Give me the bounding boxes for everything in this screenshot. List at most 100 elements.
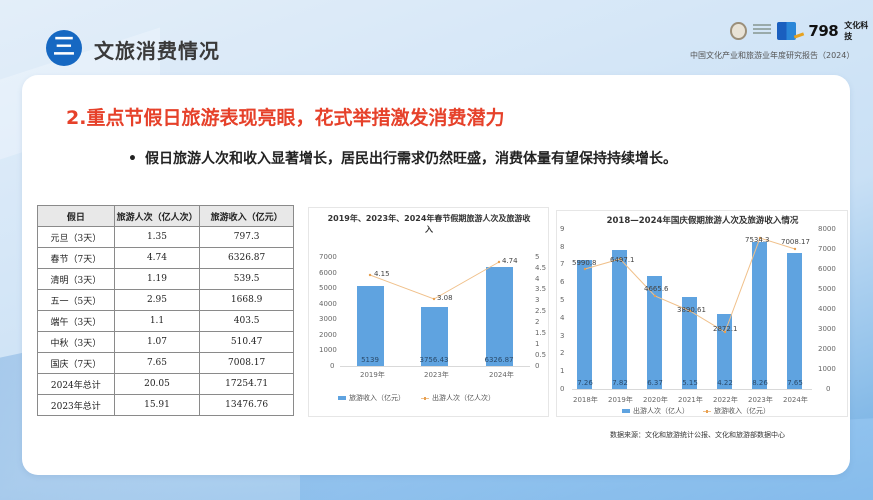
news-logo-icon bbox=[776, 22, 797, 40]
cell-revenue: 13476.76 bbox=[199, 394, 294, 416]
bar-value-label: 7.26 bbox=[577, 379, 593, 387]
bar-value-label: 3756.43 bbox=[419, 356, 449, 364]
y-axis-tick: 5000 bbox=[319, 284, 337, 292]
y-axis-tick: 2 bbox=[560, 349, 565, 357]
table-header-row: 假日 旅游人次（亿人次） 旅游收入（亿元） bbox=[37, 205, 294, 227]
y-axis-tick: 9 bbox=[560, 225, 565, 233]
x-axis-line bbox=[572, 389, 812, 390]
line-value-label: 7008.17 bbox=[781, 238, 810, 246]
x-axis-label: 2024年 bbox=[783, 396, 808, 404]
line-value-label: 4.74 bbox=[502, 257, 518, 265]
y-axis-tick: 2000 bbox=[319, 331, 337, 339]
section-number-badge: 三 bbox=[46, 30, 82, 66]
chart-title: 2018—2024年国庆假期旅游人次及旅游收入情况 bbox=[606, 216, 799, 226]
x-axis-label: 2019年 bbox=[608, 396, 633, 404]
bar-2023 bbox=[752, 242, 767, 389]
line-value-label: 5990.8 bbox=[572, 259, 597, 267]
bar-value-label: 7.82 bbox=[612, 379, 628, 387]
x-axis-label: 2023年 bbox=[748, 396, 773, 404]
bar-value-label: 6326.87 bbox=[484, 356, 514, 364]
legend-label: 旅游收入（亿元） bbox=[349, 394, 405, 402]
legend-label: 出游人次（亿人次） bbox=[432, 394, 495, 402]
table-row: 春节（7天） 4.74 6326.87 bbox=[37, 247, 294, 269]
y2-axis-tick: 4.5 bbox=[535, 264, 547, 272]
bar-2018 bbox=[577, 260, 592, 389]
y2-axis-tick: 4000 bbox=[818, 305, 836, 313]
y2-axis-tick: 8000 bbox=[818, 225, 836, 233]
partner-logos: 798 文化科技 bbox=[730, 20, 873, 42]
section-title: 2.重点节假日旅游表现亮眼，花式举措激发消费潜力 bbox=[66, 107, 505, 129]
y2-axis-tick: 6000 bbox=[818, 265, 836, 273]
bar-2019 bbox=[357, 286, 384, 366]
cell-holiday: 2023年总计 bbox=[37, 394, 115, 416]
line-value-label: 7534.3 bbox=[745, 236, 770, 244]
bar-value-label: 4.22 bbox=[717, 379, 733, 387]
bar-2020 bbox=[647, 276, 662, 389]
column-header: 假日 bbox=[37, 205, 115, 227]
y2-axis-tick: 1.5 bbox=[535, 329, 547, 337]
y2-axis-tick: 3000 bbox=[818, 325, 836, 333]
line-value-label: 4665.6 bbox=[644, 285, 669, 293]
bar-2021 bbox=[682, 297, 697, 389]
chart-title-line: 入 bbox=[425, 225, 433, 234]
bar-value-label: 7.65 bbox=[787, 379, 803, 387]
y2-axis-tick: 3.5 bbox=[535, 285, 547, 293]
bar-2022 bbox=[717, 314, 732, 389]
y-axis-tick: 4000 bbox=[319, 300, 337, 308]
y2-axis-tick: 5 bbox=[535, 253, 540, 261]
y2-axis-tick: 5000 bbox=[818, 285, 836, 293]
report-name: 中国文化产业和旅游业年度研究报告（2024） bbox=[690, 51, 855, 60]
page-title: 文旅消费情况 bbox=[94, 39, 220, 63]
legend-bar-swatch-icon bbox=[622, 409, 630, 413]
y-axis-tick: 3 bbox=[560, 332, 565, 340]
x-axis-label: 2024年 bbox=[489, 371, 514, 379]
y2-axis-tick: 1 bbox=[535, 340, 540, 348]
y2-axis-tick: 4 bbox=[535, 275, 540, 283]
line-value-label: 3890.61 bbox=[677, 306, 706, 314]
table-row: 元旦（3天） 1.35 797.3 bbox=[37, 226, 294, 248]
line-value-label: 4.15 bbox=[374, 270, 390, 278]
y-axis-tick: 0 bbox=[560, 385, 565, 393]
chart-title: 2019年、2023年、2024年春节假期旅游人次及旅游收 入 bbox=[318, 213, 540, 235]
y2-axis-tick: 7000 bbox=[818, 245, 836, 253]
y-axis-tick: 7 bbox=[560, 260, 565, 268]
x-axis-label: 2021年 bbox=[678, 396, 703, 404]
y-axis-tick: 5 bbox=[560, 296, 565, 304]
bar-2024 bbox=[486, 267, 513, 366]
legend-label: 旅游收入（亿元） bbox=[714, 407, 770, 415]
table-row: 2024年总计 20.05 17254.71 bbox=[37, 373, 294, 395]
bullet-point: • 假日旅游人次和收入显著增长，居民出行需求仍然旺盛，消费体量有望保持持续增长。 bbox=[128, 148, 677, 168]
line-value-label: 6497.1 bbox=[610, 256, 635, 264]
table-row: 2023年总计 15.91 13476.76 bbox=[37, 394, 294, 416]
y-axis-tick: 6 bbox=[560, 278, 565, 286]
y-axis-tick: 3000 bbox=[319, 315, 337, 323]
y2-axis-tick: 0 bbox=[826, 385, 831, 393]
y-axis-tick: 0 bbox=[330, 362, 335, 370]
bar-value-label: 8.26 bbox=[752, 379, 768, 387]
x-axis-line bbox=[340, 366, 530, 367]
bar-value-label: 6.37 bbox=[647, 379, 663, 387]
line-value-label: 2872.1 bbox=[713, 325, 738, 333]
y2-axis-tick: 0.5 bbox=[535, 351, 547, 359]
bar-2023 bbox=[421, 307, 448, 366]
legend-label: 出游人次（亿人） bbox=[633, 407, 689, 415]
bar-value-label: 5139 bbox=[361, 356, 379, 364]
bar-2024 bbox=[787, 253, 802, 389]
x-axis-label: 2022年 bbox=[713, 396, 738, 404]
bar-2019 bbox=[612, 250, 627, 389]
table-row: 清明（3天） 1.19 539.5 bbox=[37, 268, 294, 290]
chart-legend: 出游人次（亿人） 旅游收入（亿元） bbox=[622, 406, 770, 416]
logo-caption-icon bbox=[752, 24, 771, 38]
legend-line-swatch-icon bbox=[703, 409, 711, 413]
bar-value-label: 5.15 bbox=[682, 379, 698, 387]
y2-axis-tick: 3 bbox=[535, 296, 540, 304]
line-value-label: 3.08 bbox=[437, 294, 453, 302]
chart-legend: 旅游收入（亿元） 出游人次（亿人次） bbox=[338, 393, 495, 403]
legend-bar-swatch-icon bbox=[338, 396, 346, 400]
bullet-text: 假日旅游人次和收入显著增长，居民出行需求仍然旺盛，消费体量有望保持持续增长。 bbox=[144, 151, 677, 167]
x-axis-label: 2023年 bbox=[424, 371, 449, 379]
y2-axis-tick: 1000 bbox=[818, 365, 836, 373]
y-axis-tick: 8 bbox=[560, 243, 565, 251]
